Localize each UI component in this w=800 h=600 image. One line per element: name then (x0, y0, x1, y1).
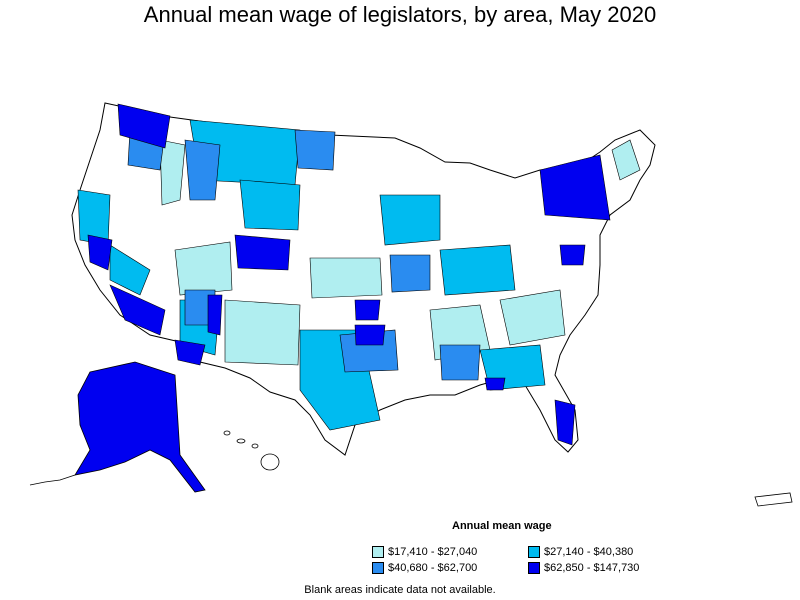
region-florida-east (554, 399, 576, 446)
region-missouri (389, 254, 431, 293)
legend-label-3: $40,680 - $62,700 (388, 562, 478, 574)
region-florida-panhandle (484, 377, 506, 391)
region-new-mexico (224, 299, 301, 366)
legend-label-1: $17,410 - $27,040 (388, 546, 478, 558)
footnote: Blank areas indicate data not available. (304, 584, 496, 596)
region-kansas (309, 257, 383, 299)
hawaii-island-2 (236, 438, 246, 444)
region-texas-north (354, 324, 386, 346)
region-phoenix (174, 339, 206, 366)
hawaii-island-4 (260, 453, 280, 471)
tier-4-regions (87, 103, 611, 446)
hawaii-island-1 (223, 430, 231, 436)
region-mountain-west (174, 241, 233, 296)
legend-label-4: $62,850 - $147,730 (544, 562, 640, 574)
puerto-rico (754, 492, 793, 507)
region-north-dakota (294, 129, 336, 171)
hawaii-island-3 (251, 443, 259, 449)
region-southern-california (109, 284, 166, 336)
legend-swatch-2 (528, 546, 540, 558)
legend-swatch-1 (372, 546, 384, 558)
map-title: Annual mean wage of legislators, by area… (143, 2, 657, 27)
legend-label-2: $27,140 - $40,380 (544, 546, 634, 558)
legend-swatch-4 (528, 562, 540, 574)
region-idaho-east (159, 139, 186, 206)
region-wyoming (239, 179, 301, 231)
region-idaho (184, 139, 221, 201)
region-colorado (234, 234, 291, 271)
legend-item-4: $62,850 - $147,730 (528, 562, 639, 574)
legend-title: Annual mean wage (452, 520, 552, 532)
legend-item-1: $17,410 - $27,040 (372, 546, 477, 558)
region-oklahoma-east (354, 299, 381, 321)
legend-swatch-3 (372, 562, 384, 574)
puerto-rico-island (754, 492, 793, 507)
hawaii (223, 430, 280, 471)
region-new-york (539, 154, 611, 221)
region-great-lakes (379, 194, 441, 246)
region-maryland (559, 244, 586, 266)
region-nevada-south (109, 244, 151, 296)
alaska (29, 361, 206, 493)
region-seattle (117, 103, 171, 149)
legend-item-2: $27,140 - $40,380 (528, 546, 633, 558)
alaska-mainland (74, 361, 206, 493)
region-az-east (207, 294, 223, 336)
region-sf-bay (87, 234, 113, 271)
legend-item-3: $40,680 - $62,700 (372, 562, 477, 574)
region-carolinas (499, 289, 566, 346)
region-midwest (439, 244, 516, 296)
region-alabama (439, 344, 481, 381)
region-new-england (611, 139, 641, 181)
alaska-aleutians (29, 474, 76, 486)
